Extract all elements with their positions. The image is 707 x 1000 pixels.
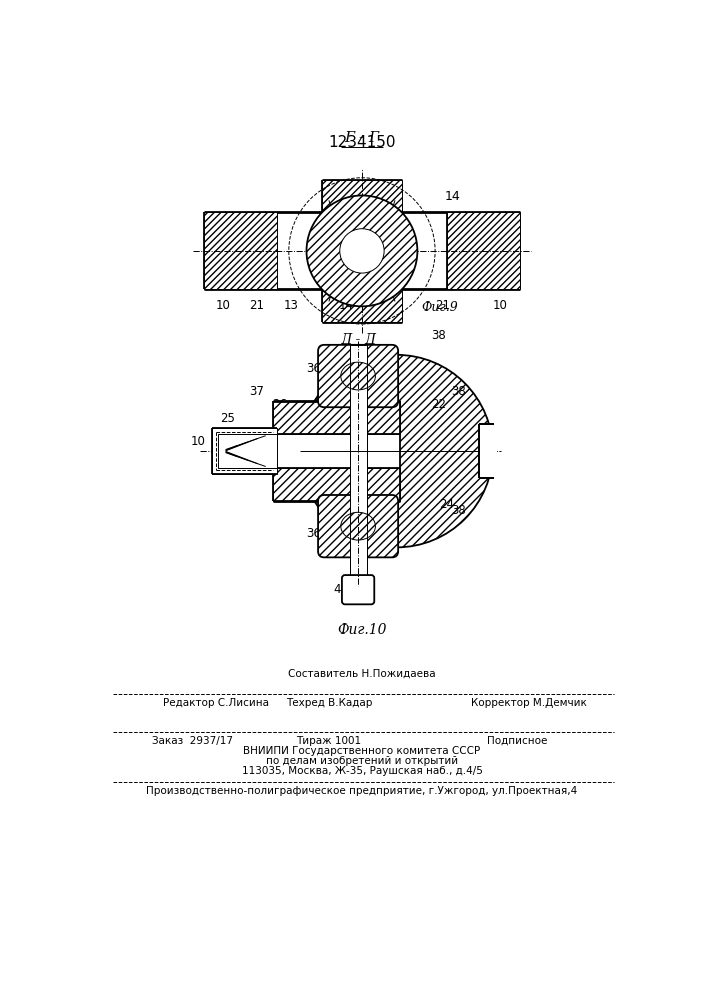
Bar: [322, 289, 402, 322]
Circle shape: [300, 355, 493, 547]
FancyBboxPatch shape: [342, 575, 374, 604]
Text: 14: 14: [339, 299, 354, 312]
Text: 10: 10: [190, 435, 205, 448]
FancyBboxPatch shape: [318, 495, 398, 557]
Text: 26: 26: [272, 398, 287, 411]
Text: 10: 10: [493, 299, 508, 312]
Text: 36: 36: [306, 527, 321, 540]
Text: Производственно-полиграфическое предприятие, г.Ужгород, ул.Проектная,4: Производственно-полиграфическое предприя…: [146, 786, 578, 796]
Text: Корректор М.Демчик: Корректор М.Демчик: [471, 698, 587, 708]
Text: 113035, Москва, Ж-35, Раушская наб., д.4/5: 113035, Москва, Ж-35, Раушская наб., д.4…: [242, 766, 482, 776]
Text: ВНИИПИ Государственного комитета СССР: ВНИИПИ Государственного комитета СССР: [243, 746, 481, 756]
Circle shape: [340, 229, 384, 273]
Text: Составитель Н.Пожидаева: Составитель Н.Пожидаева: [288, 668, 436, 678]
Text: 21: 21: [436, 299, 450, 312]
Text: 38: 38: [451, 385, 466, 398]
Text: 1234150: 1234150: [328, 135, 396, 150]
Circle shape: [307, 195, 417, 306]
Bar: [218, 434, 277, 468]
Ellipse shape: [341, 362, 375, 390]
Text: Д - Д: Д - Д: [340, 332, 376, 346]
Text: 24: 24: [439, 498, 454, 512]
Text: 38: 38: [451, 504, 466, 517]
Text: 13: 13: [284, 299, 298, 312]
Text: Тираж 1001: Тираж 1001: [296, 736, 361, 746]
Text: 22: 22: [431, 398, 446, 411]
Text: 38: 38: [431, 329, 446, 342]
Text: Фиг.9: Фиг.9: [421, 301, 458, 314]
Text: 36: 36: [306, 362, 321, 375]
Bar: [274, 434, 400, 468]
Text: Техред В.Кадар: Техред В.Кадар: [286, 698, 372, 708]
Polygon shape: [226, 436, 266, 466]
Bar: [204, 212, 277, 289]
Text: Фиг.10: Фиг.10: [337, 623, 387, 637]
Text: 14: 14: [444, 190, 460, 204]
Text: 40: 40: [334, 583, 349, 596]
Text: Редактор С.Лисина: Редактор С.Лисина: [163, 698, 269, 708]
Bar: [274, 401, 400, 434]
Bar: [447, 212, 520, 289]
Text: по делам изобретений и открытий: по делам изобретений и открытий: [266, 756, 458, 766]
Bar: [350, 345, 366, 582]
Text: Заказ  2937/17: Заказ 2937/17: [152, 736, 233, 746]
Bar: [479, 424, 497, 478]
Text: 25: 25: [220, 412, 235, 425]
Bar: [204, 212, 520, 289]
Text: 37: 37: [249, 385, 264, 398]
Bar: [212, 428, 277, 474]
Text: Подписное: Подписное: [487, 736, 548, 746]
Text: Г - Г: Г - Г: [344, 131, 380, 145]
Text: 21: 21: [249, 299, 264, 312]
Text: 10: 10: [216, 299, 230, 312]
Ellipse shape: [341, 512, 375, 540]
Bar: [322, 180, 402, 212]
FancyBboxPatch shape: [318, 345, 398, 407]
Bar: [274, 468, 400, 501]
